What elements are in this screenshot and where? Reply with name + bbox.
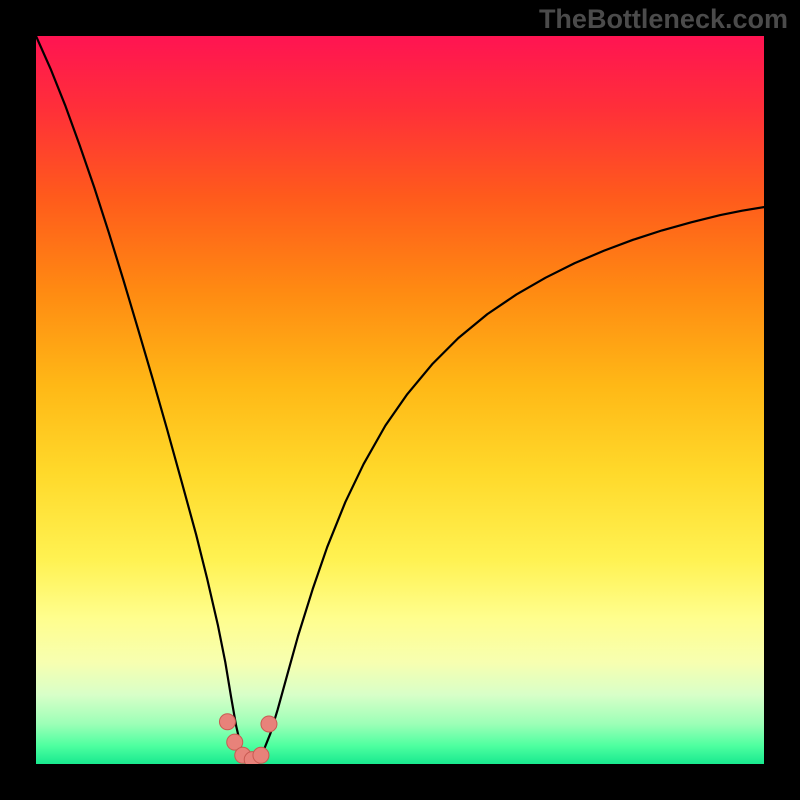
plot-area (36, 36, 764, 764)
gradient-background (36, 36, 764, 764)
chart-frame: TheBottleneck.com (0, 0, 800, 800)
plot-svg (36, 36, 764, 764)
watermark-text: TheBottleneck.com (539, 4, 788, 35)
marker-dot (261, 716, 277, 732)
marker-dot (219, 714, 235, 730)
marker-dot (253, 747, 269, 763)
